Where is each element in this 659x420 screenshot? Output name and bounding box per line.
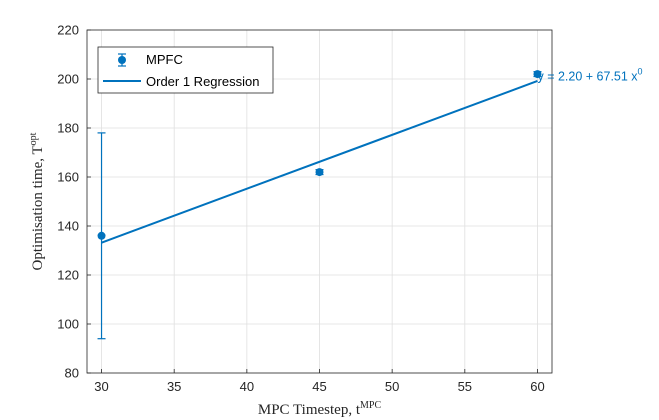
x-tick-label: 45: [312, 379, 326, 394]
grid: [87, 29, 552, 374]
x-tick-label: 55: [458, 379, 472, 394]
y-tick-label: 160: [57, 170, 79, 185]
x-axis-label: MPC Timestep, tMPC: [258, 400, 382, 418]
x-tick-label: 35: [167, 379, 181, 394]
x-tick-label: 50: [385, 379, 399, 394]
legend: MPFC Order 1 Regression: [97, 46, 274, 94]
data-point: [315, 168, 324, 177]
data-point: [97, 231, 106, 240]
y-tick-label: 100: [57, 317, 79, 332]
regression-line: [101, 80, 538, 244]
y-tick-label: 80: [65, 366, 79, 381]
regression-equation: y = 2.20 + 67.51 x0: [537, 66, 642, 83]
legend-label-mpfc: MPFC: [146, 52, 183, 67]
y-tick-label: 180: [57, 121, 79, 136]
y-tick-label: 220: [57, 23, 79, 38]
legend-marker-mpfc: [118, 53, 126, 67]
regression-equation-exponent: 0: [638, 66, 643, 76]
y-tick-label: 200: [57, 72, 79, 87]
x-tick-label: 60: [530, 379, 544, 394]
axis-ticks: 30 35 40 45 50 55 60 80 100 120 140 160 180 200 220: [57, 23, 544, 395]
legend-label-regression: Order 1 Regression: [146, 74, 259, 89]
x-axis-label-superscript: MPC: [360, 400, 381, 411]
y-axis-label-text: Optimisation time, T: [30, 145, 46, 270]
y-tick-label: 120: [57, 268, 79, 283]
data-point: [533, 70, 542, 79]
y-axis-label: Optimisation time, Topt: [28, 132, 46, 270]
regression-equation-text: y = 2.20 + 67.51 x: [537, 69, 638, 83]
x-axis-label-text: MPC Timestep, t: [258, 402, 361, 418]
x-tick-label: 40: [240, 379, 254, 394]
y-tick-label: 140: [57, 219, 79, 234]
series: [97, 70, 542, 340]
x-tick-label: 30: [94, 379, 108, 394]
y-axis-label-superscript: opt: [28, 132, 39, 145]
legend-box: [97, 46, 274, 94]
